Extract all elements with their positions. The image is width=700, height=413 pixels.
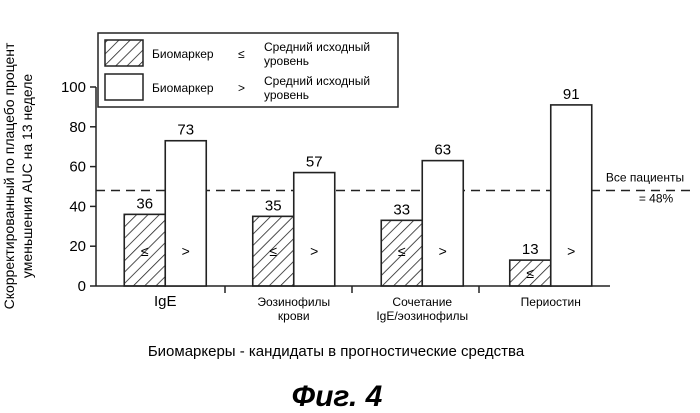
bar-value-label: 35 — [265, 197, 282, 214]
legend-label: Биомаркер — [152, 81, 214, 95]
legend-label: Биомаркер — [152, 47, 214, 61]
bars: 36 ≤73 > IgE 35 ≤57 > Эозинофилы крови 33 ≤63 > Соче… — [123, 86, 593, 323]
category-label: IgE — [154, 293, 177, 310]
bar-value-label: 73 — [177, 122, 194, 139]
bar-symbol: ≤ — [526, 265, 534, 281]
bar-value-label: 91 — [563, 86, 580, 103]
bar-symbol: > — [567, 243, 575, 259]
legend-description-line: уровень — [264, 88, 309, 102]
bar-symbol: > — [439, 243, 447, 259]
bar-symbol: ≤ — [398, 243, 406, 259]
category-label: Сочетание IgE/эозинофилы — [376, 295, 468, 323]
category-label: Эозинофилы крови — [257, 295, 330, 323]
bar-high — [421, 159, 465, 287]
legend-description-line: Средний исходный — [264, 74, 370, 88]
y-tick-label: 60 — [69, 159, 86, 176]
legend-description-line: уровень — [264, 54, 309, 68]
bar-symbol: ≤ — [269, 243, 277, 259]
legend-description-line: Средний исходный — [264, 40, 370, 54]
category-label-line: крови — [278, 309, 310, 323]
bar-value-label: 36 — [136, 195, 153, 212]
bar-value-label: 63 — [434, 142, 451, 159]
legend: Биомаркер ≤ Средний исходный уровеньБиомарк… — [97, 32, 399, 108]
y-tick-label: 100 — [61, 79, 86, 96]
y-tick-label: 40 — [69, 198, 86, 215]
bar-low — [123, 213, 167, 287]
bar-symbol: > — [182, 243, 190, 259]
legend-swatch — [104, 39, 144, 67]
bar-low — [508, 259, 552, 287]
legend-swatch — [104, 73, 144, 101]
reference-line-label: Все пациенты — [606, 170, 684, 184]
bar-value-label: 57 — [306, 154, 323, 171]
legend-box — [97, 32, 399, 108]
y-tick-label: 20 — [69, 238, 86, 255]
category-label-line: Сочетание — [392, 295, 452, 309]
y-tick-label: 80 — [69, 119, 86, 136]
y-tick-label: 0 — [78, 278, 86, 295]
figure-caption: Фиг. 4 — [292, 380, 383, 413]
bar-low — [251, 215, 295, 287]
category-label-line: IgE — [154, 293, 177, 310]
y-axis-title: Скорректированный по плацебо процент умен… — [1, 42, 35, 309]
y-axis-title-line: Скорректированный по плацебо процент — [1, 42, 17, 309]
bar-high — [292, 171, 336, 287]
y-axis-title-line: уменьшения AUC на 13 неделе — [19, 74, 35, 279]
legend-symbol: ≤ — [238, 47, 245, 61]
reference-line-value: = 48% — [639, 191, 674, 205]
legend-description: Средний исходный уровень — [264, 74, 370, 102]
bar-value-label: 13 — [522, 241, 539, 258]
bar-low — [380, 219, 424, 287]
category-label-line: Периостин — [521, 295, 581, 309]
category-label: Периостин — [521, 295, 581, 309]
bar-symbol: > — [310, 243, 318, 259]
bar-value-label: 33 — [393, 201, 410, 218]
bar-high — [549, 104, 593, 287]
bar-high — [164, 139, 208, 287]
legend-symbol: > — [238, 81, 245, 95]
category-label-line: Эозинофилы — [257, 295, 330, 309]
y-axis-title-group: Скорректированный по плацебо процент умен… — [1, 42, 35, 309]
category-label-line: IgE/эозинофилы — [376, 309, 468, 323]
legend-description: Средний исходный уровень — [264, 40, 370, 68]
bar-symbol: ≤ — [141, 243, 149, 259]
x-axis-title: Биомаркеры - кандидаты в прогностические… — [148, 343, 525, 360]
